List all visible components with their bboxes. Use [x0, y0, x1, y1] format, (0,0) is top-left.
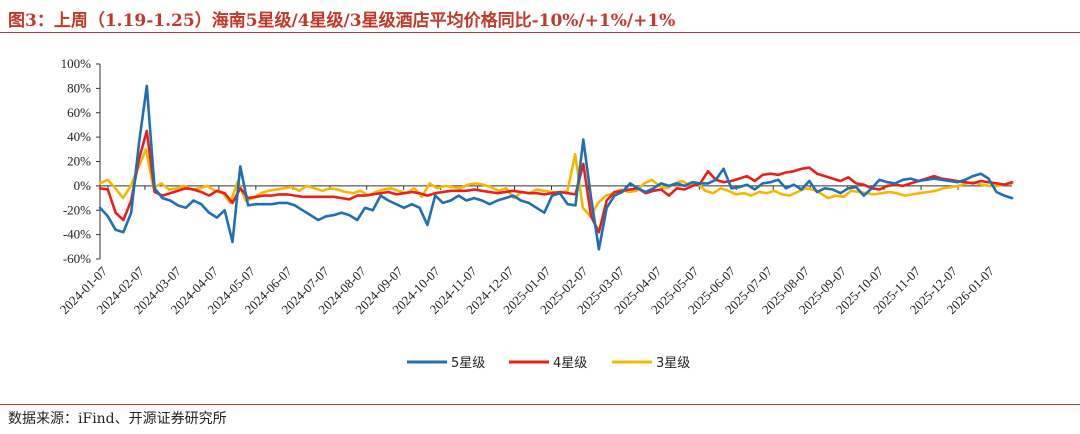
y-tick-label: 100%: [61, 56, 92, 71]
y-tick-label: 60%: [67, 105, 91, 120]
title-rule: [0, 32, 1080, 33]
series-line-5star: [98, 84, 1014, 251]
y-tick-label: -20%: [63, 202, 91, 217]
series-lines: [98, 84, 1014, 251]
source-note: 数据来源：iFind、开源证券研究所: [8, 411, 227, 427]
chart-title: 图3：上周（1.19-1.25）海南5星级/4星级/3星级酒店平均价格同比-10…: [8, 11, 676, 31]
y-axis: 100% 80% 60% 40% 20% 0% -20% -40% -60%: [61, 56, 101, 266]
y-tick-label: -40%: [63, 227, 91, 242]
series-line-4star: [98, 129, 1014, 234]
y-tick-label: -60%: [63, 251, 91, 266]
y-tick-label: 20%: [67, 154, 91, 169]
y-tick-label: 0%: [74, 178, 92, 193]
line-chart: 100%80%60%40%20%0%-20%-40%-60% 2024-01-0…: [57, 56, 1014, 371]
y-tick-label: 80%: [67, 80, 91, 95]
legend-label: 3星级: [656, 356, 690, 371]
source-rule: [0, 404, 1080, 405]
y-tick-label: 40%: [67, 129, 91, 144]
legend: 5星级 4星级 3星级: [407, 356, 690, 371]
legend-label: 4星级: [553, 356, 587, 371]
legend-label: 5星级: [451, 356, 485, 371]
